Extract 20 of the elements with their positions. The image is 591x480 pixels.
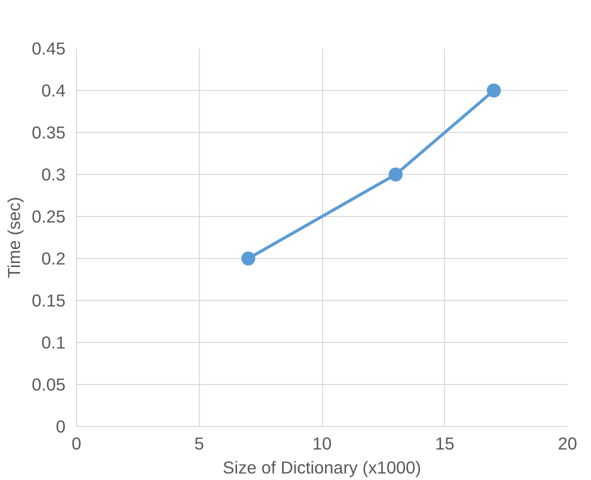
x-tick-label: 5 — [194, 434, 204, 454]
y-tick-label: 0.3 — [41, 164, 66, 184]
x-tick-label: 20 — [558, 434, 578, 454]
y-tick-label: 0.4 — [41, 80, 66, 100]
y-tick-label: 0.2 — [41, 248, 66, 268]
point — [388, 168, 403, 182]
x-tick-label: 15 — [435, 434, 454, 454]
y-tick-label: 0.35 — [32, 122, 66, 142]
x-tick-label: 0 — [72, 434, 82, 454]
y-tick-label: 0.15 — [32, 290, 66, 310]
point — [241, 252, 256, 266]
y-tick-label: 0 — [56, 416, 66, 436]
y-tick-label: 0.25 — [32, 206, 66, 226]
y-tick-label: 0.1 — [41, 332, 66, 352]
y-axis-title: Time (sec) — [4, 196, 24, 278]
x-tick-label: 10 — [312, 434, 332, 454]
y-tick-label: 0.45 — [32, 38, 66, 58]
y-tick-label: 0.05 — [32, 374, 66, 394]
point — [486, 84, 501, 98]
x-axis-title: Size of Dictionary (x1000) — [222, 458, 422, 478]
